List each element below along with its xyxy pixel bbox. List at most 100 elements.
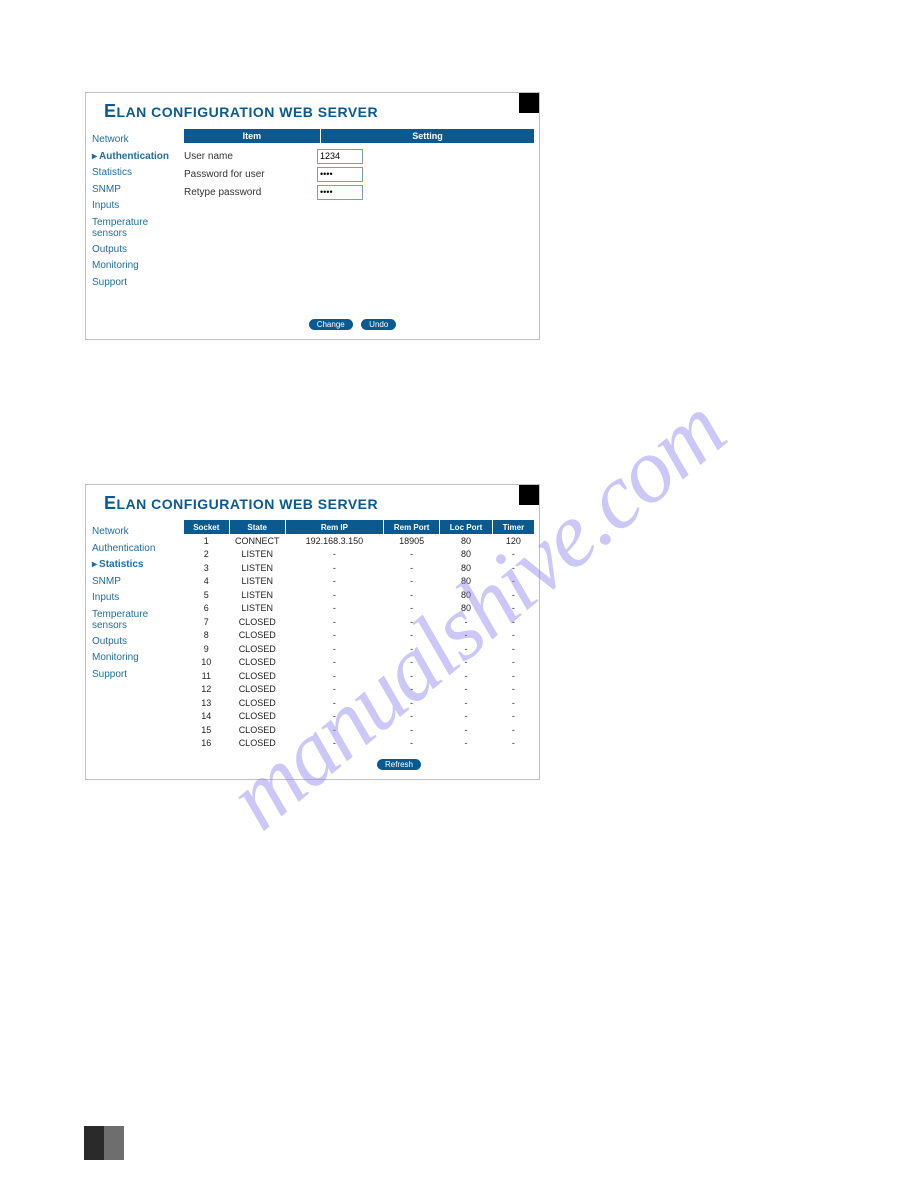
nav-item-temperature-sensors[interactable]: Temperature sensors [92,215,180,242]
title-initial: E [104,493,117,513]
nav-item-inputs[interactable]: Inputs [92,198,180,215]
col-loc-port: Loc Port [440,520,493,534]
cell-remip: - [285,602,383,616]
cell-remport: - [384,642,440,656]
cell-timer: - [492,723,534,737]
table-row: 5LISTEN--80- [184,588,535,602]
cell-state: CLOSED [229,642,285,656]
cell-remport: - [384,602,440,616]
nav-item-temperature-sensors[interactable]: Temperature sensors [92,607,180,634]
cell-remip: - [285,656,383,670]
cell-locport: - [440,696,493,710]
refresh-button[interactable]: Refresh [377,759,421,770]
cell-remport: - [384,575,440,589]
password-for-user-input[interactable] [317,167,363,182]
col-timer: Timer [492,520,534,534]
cell-remip: - [285,588,383,602]
cell-remip: 192.168.3.150 [285,534,383,548]
cell-socket: 4 [184,575,230,589]
table-row: 8CLOSED---- [184,629,535,643]
cell-remport: - [384,737,440,751]
nav-item-snmp[interactable]: SNMP [92,182,180,199]
cell-timer: - [492,696,534,710]
cell-state: CLOSED [229,629,285,643]
nav-item-support[interactable]: Support [92,275,180,292]
cell-state: CLOSED [229,615,285,629]
cell-remport: - [384,669,440,683]
cell-remip: - [285,683,383,697]
form-header-table: Item Setting [183,128,535,144]
cell-timer: - [492,710,534,724]
nav-item-outputs[interactable]: Outputs [92,242,180,259]
nav-item-monitoring[interactable]: Monitoring [92,650,180,667]
nav-item-authentication[interactable]: Authentication [92,149,180,166]
header-item: Item [184,129,321,144]
cell-timer: - [492,683,534,697]
cell-socket: 16 [184,737,230,751]
panel-title: ELAN CONFIGURATION WEB SERVER [86,93,539,128]
cell-locport: - [440,615,493,629]
user-name-input[interactable] [317,149,363,164]
cell-remport: - [384,615,440,629]
col-state: State [229,520,285,534]
nav-item-outputs[interactable]: Outputs [92,634,180,651]
col-rem-port: Rem Port [384,520,440,534]
nav-item-network[interactable]: Network [92,524,180,541]
nav-item-monitoring[interactable]: Monitoring [92,258,180,275]
cell-locport: 80 [440,561,493,575]
cell-state: LISTEN [229,548,285,562]
cell-timer: - [492,629,534,643]
stats-panel: ELAN CONFIGURATION WEB SERVER NetworkAut… [85,484,540,780]
form-row: Password for user [183,165,535,183]
title-initial: E [104,101,117,121]
cell-remport: - [384,656,440,670]
cell-locport: - [440,642,493,656]
nav-item-snmp[interactable]: SNMP [92,574,180,591]
cell-remip: - [285,642,383,656]
cell-socket: 6 [184,602,230,616]
cell-socket: 1 [184,534,230,548]
table-row: 16CLOSED---- [184,737,535,751]
change-button[interactable]: Change [309,319,353,330]
cell-timer: - [492,669,534,683]
cell-timer: - [492,737,534,751]
cell-state: CLOSED [229,723,285,737]
title-rest: LAN CONFIGURATION WEB SERVER [117,104,379,120]
field-label: Retype password [183,187,317,198]
cell-timer: - [492,548,534,562]
cell-remip: - [285,710,383,724]
col-socket: Socket [184,520,230,534]
cell-state: LISTEN [229,602,285,616]
table-row: 7CLOSED---- [184,615,535,629]
cell-remport: - [384,683,440,697]
nav-item-statistics[interactable]: Statistics [92,557,180,574]
cell-timer: - [492,642,534,656]
cell-remport: - [384,629,440,643]
cell-state: CLOSED [229,669,285,683]
nav-item-support[interactable]: Support [92,667,180,684]
table-row: 1CONNECT192.168.3.1501890580120 [184,534,535,548]
table-row: 6LISTEN--80- [184,602,535,616]
cell-socket: 8 [184,629,230,643]
field-label: Password for user [183,169,317,180]
cell-socket: 11 [184,669,230,683]
cell-remip: - [285,723,383,737]
nav-item-inputs[interactable]: Inputs [92,590,180,607]
nav-item-authentication[interactable]: Authentication [92,541,180,558]
cell-locport: 80 [440,534,493,548]
cell-locport: - [440,669,493,683]
cell-remip: - [285,615,383,629]
undo-button[interactable]: Undo [361,319,396,330]
cell-state: LISTEN [229,561,285,575]
cell-socket: 13 [184,696,230,710]
cell-remport: - [384,548,440,562]
nav-item-network[interactable]: Network [92,132,180,149]
table-row: 2LISTEN--80- [184,548,535,562]
cell-state: CLOSED [229,683,285,697]
header-setting: Setting [320,129,534,144]
cell-remip: - [285,575,383,589]
nav-item-statistics[interactable]: Statistics [92,165,180,182]
retype-password-input[interactable] [317,185,363,200]
cell-socket: 9 [184,642,230,656]
cell-remip: - [285,548,383,562]
